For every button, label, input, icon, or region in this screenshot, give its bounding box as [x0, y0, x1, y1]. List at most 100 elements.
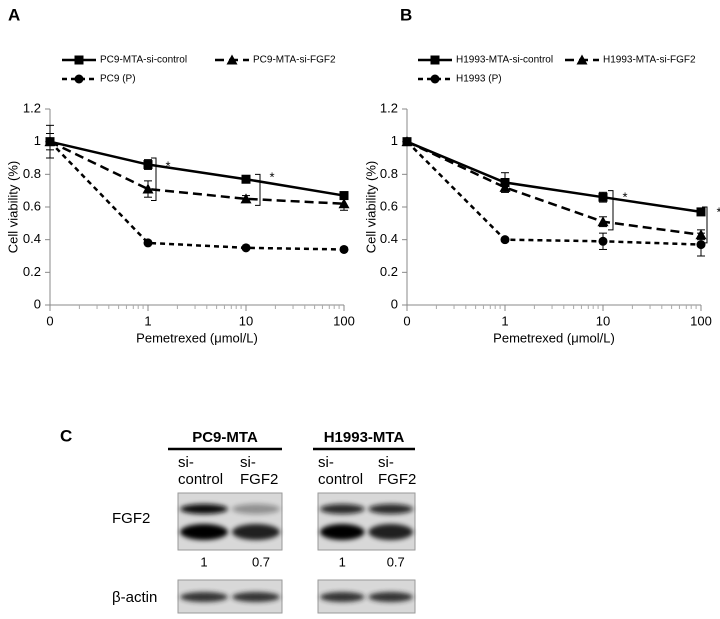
blot-band — [232, 504, 280, 514]
panel-label: C — [60, 426, 72, 445]
lane-label: FGF2 — [240, 471, 278, 488]
lane-label: FGF2 — [378, 471, 416, 488]
marker — [143, 160, 153, 170]
legend-label: H1993 (P) — [456, 74, 502, 85]
y-axis-label: Cell viability (%) — [5, 161, 20, 253]
blot-band — [180, 504, 228, 514]
lane-label: control — [178, 471, 223, 488]
series-line — [49, 140, 345, 205]
y-tick-label: 0.2 — [23, 264, 41, 279]
lane-label: si- — [318, 454, 334, 471]
legend-marker — [226, 54, 238, 65]
blot-band — [319, 524, 365, 540]
y-tick-label: 0.2 — [380, 264, 398, 279]
x-tick-label: 100 — [690, 313, 712, 328]
y-axis-label: Cell viability (%) — [363, 161, 378, 253]
x-tick-label: 1 — [144, 313, 151, 328]
series-line — [406, 140, 702, 237]
marker — [142, 183, 154, 194]
x-tick-label: 10 — [596, 313, 610, 328]
marker — [598, 192, 608, 202]
marker — [339, 244, 349, 254]
marker — [500, 235, 510, 245]
y-tick-label: 0.8 — [380, 166, 398, 181]
legend-label: H1993-MTA-si-FGF2 — [603, 55, 696, 66]
y-tick-label: 1.2 — [23, 100, 41, 115]
legend-label: PC9 (P) — [100, 74, 136, 85]
lane-label: si- — [240, 454, 256, 471]
legend-marker — [576, 54, 588, 65]
blot-band — [180, 524, 228, 540]
marker — [241, 243, 251, 253]
panel-label: B — [400, 5, 412, 24]
lane-label: si- — [178, 454, 194, 471]
significance: * — [716, 204, 720, 219]
significance: * — [269, 169, 274, 184]
blot-membrane — [317, 492, 416, 551]
row-label: β-actin — [112, 589, 157, 606]
blot-band — [368, 524, 414, 540]
group-title: PC9-MTA — [192, 429, 258, 446]
x-axis-label: Pemetrexed (μmol/L) — [136, 330, 258, 345]
row-label: FGF2 — [112, 510, 150, 527]
blot-membrane — [177, 492, 283, 551]
marker — [339, 191, 349, 201]
marker — [143, 238, 153, 248]
marker — [598, 236, 608, 246]
marker — [241, 174, 251, 184]
group-title: H1993-MTA — [324, 429, 405, 446]
blot-band — [232, 524, 280, 540]
y-tick-label: 0 — [34, 296, 41, 311]
y-tick-label: 0 — [391, 296, 398, 311]
bracket — [151, 157, 157, 201]
blot-band — [368, 592, 414, 602]
ratio-label: 1 — [339, 554, 346, 569]
bracket — [255, 173, 261, 206]
y-tick-label: 0.6 — [380, 198, 398, 213]
ratio-label: 0.7 — [252, 554, 270, 569]
y-tick-label: 1.2 — [380, 100, 398, 115]
marker — [338, 198, 350, 209]
legend-label: PC9-MTA-si-control — [100, 55, 187, 66]
series-line — [49, 140, 345, 197]
y-tick-label: 1 — [391, 133, 398, 148]
x-tick-label: 10 — [239, 313, 253, 328]
marker — [499, 181, 511, 192]
series-line — [406, 140, 702, 214]
legend-label: PC9-MTA-si-FGF2 — [253, 55, 336, 66]
y-tick-label: 0.4 — [23, 231, 41, 246]
ratio-label: 0.7 — [387, 554, 405, 569]
x-axis-label: Pemetrexed (μmol/L) — [493, 330, 615, 345]
legend-marker — [74, 55, 84, 65]
bracket — [608, 190, 614, 231]
y-tick-label: 1 — [34, 133, 41, 148]
marker — [597, 216, 609, 227]
panel-label: A — [8, 5, 20, 24]
y-tick-label: 0.6 — [23, 198, 41, 213]
x-tick-label: 1 — [501, 313, 508, 328]
blot-band — [319, 504, 365, 514]
series-line — [49, 140, 345, 251]
x-tick-label: 100 — [333, 313, 355, 328]
bracket — [702, 206, 708, 244]
lane-label: si- — [378, 454, 394, 471]
blot-band — [180, 592, 228, 602]
legend-marker — [74, 74, 84, 84]
ratio-label: 1 — [200, 554, 207, 569]
marker — [696, 207, 706, 217]
y-tick-label: 0.4 — [380, 231, 398, 246]
legend-marker — [430, 55, 440, 65]
blot-band — [319, 592, 365, 602]
blot-band — [232, 592, 280, 602]
marker — [240, 193, 252, 204]
legend-marker — [430, 74, 440, 84]
marker — [45, 137, 55, 147]
y-tick-label: 0.8 — [23, 166, 41, 181]
significance: * — [622, 190, 627, 205]
legend-label: H1993-MTA-si-control — [456, 55, 553, 66]
x-tick-label: 0 — [46, 313, 53, 328]
marker — [696, 240, 706, 250]
significance: * — [165, 159, 170, 174]
